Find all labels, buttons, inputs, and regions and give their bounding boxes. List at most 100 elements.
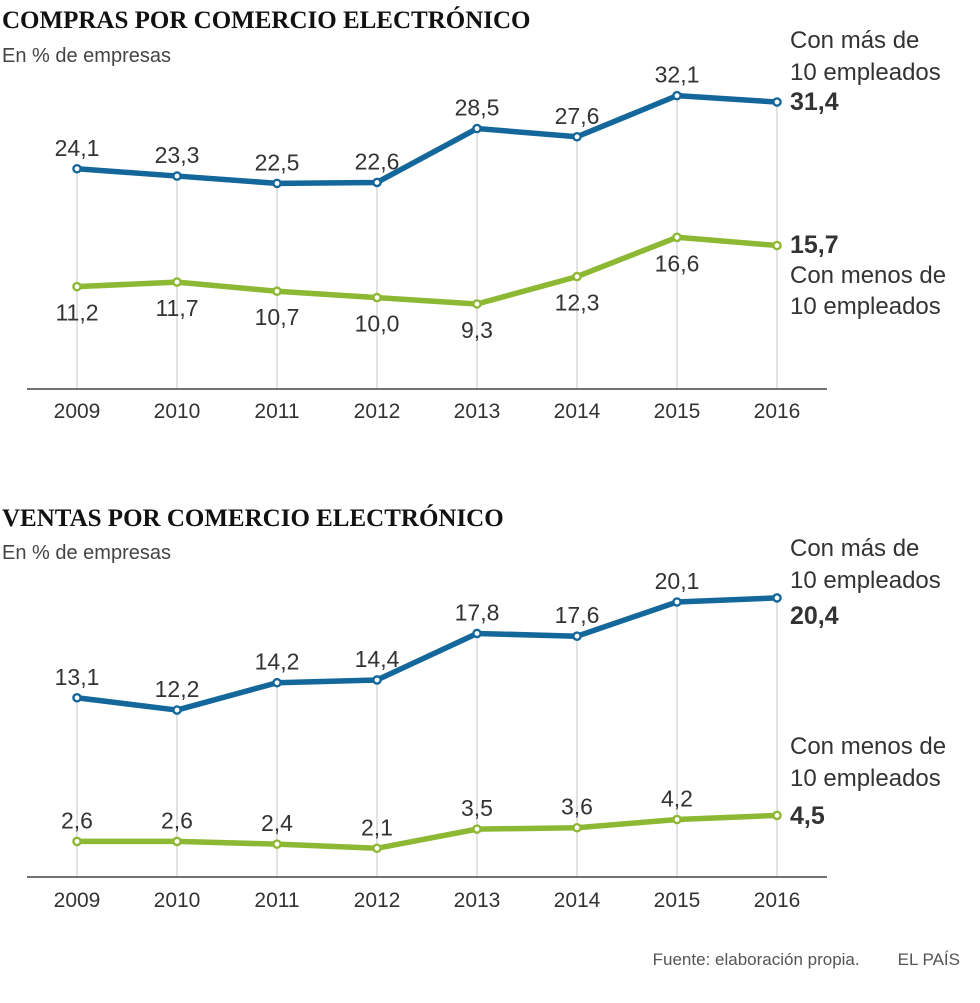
footer: Fuente: elaboración propia. EL PAÍS xyxy=(0,950,960,970)
data-point xyxy=(472,628,482,639)
data-point xyxy=(472,824,482,834)
data-label: 22,6 xyxy=(355,148,400,174)
chart-title: COMPRAS POR COMERCIO ELECTRÓNICO xyxy=(2,6,531,34)
chart-subtitle: En % de empresas xyxy=(2,45,171,67)
data-label: 2,6 xyxy=(61,807,93,833)
data-label: 13,1 xyxy=(55,664,100,690)
data-label: 14,4 xyxy=(355,646,400,672)
x-tick-label: 2015 xyxy=(654,889,701,912)
end-value-label: 15,7 xyxy=(790,231,839,259)
chart-ventas: VENTAS POR COMERCIO ELECTRÓNICO En % de e… xyxy=(2,504,946,912)
x-tick-label: 2010 xyxy=(154,400,201,423)
series-menos-de-10: 11,2 11,7 10,7 10,0 9,3 12,3 16,6 15,7 Con menos… xyxy=(55,231,946,343)
end-value-label: 31,4 xyxy=(790,88,839,116)
series-name-label: 10 empleados xyxy=(790,59,941,86)
data-point xyxy=(372,292,382,303)
data-label: 23,3 xyxy=(155,142,200,168)
data-label: 2,1 xyxy=(361,814,393,840)
x-tick-label: 2009 xyxy=(54,889,101,912)
data-point xyxy=(372,843,382,854)
data-point xyxy=(572,271,582,282)
series-name-label: Con más de xyxy=(790,535,919,562)
x-tick-label: 2010 xyxy=(154,889,201,912)
data-label: 11,7 xyxy=(155,295,198,321)
data-point xyxy=(572,131,582,142)
chart-subtitle: En % de empresas xyxy=(2,542,171,564)
x-tick-label: 2012 xyxy=(354,400,401,423)
x-tick-label: 2014 xyxy=(554,889,601,912)
data-point xyxy=(72,692,82,703)
data-label: 10,0 xyxy=(355,311,400,337)
series-mas-de-10: 24,1 23,3 22,5 22,6 28,5 27,6 32,1 31,4 Con más … xyxy=(55,27,941,189)
data-point xyxy=(172,171,182,181)
data-label: 3,5 xyxy=(461,795,493,821)
data-point xyxy=(672,232,682,243)
data-point xyxy=(672,814,682,825)
data-label: 12,2 xyxy=(155,676,200,702)
brand-logo: EL PAÍS xyxy=(897,950,960,969)
data-point xyxy=(72,836,82,847)
data-label: 32,1 xyxy=(655,62,700,88)
chart-compras: COMPRAS POR COMERCIO ELECTRÓNICO En % de … xyxy=(2,6,946,423)
data-point xyxy=(672,597,682,607)
data-point xyxy=(72,281,82,292)
data-label: 14,2 xyxy=(255,649,300,675)
data-label: 20,1 xyxy=(655,568,700,594)
x-tick-label: 2013 xyxy=(454,400,501,423)
data-point xyxy=(172,836,182,847)
data-label: 2,6 xyxy=(161,807,193,833)
data-label: 11,2 xyxy=(55,300,98,326)
series-name-label: 10 empleados xyxy=(790,567,941,594)
series-line xyxy=(74,812,780,852)
x-tick-label: 2009 xyxy=(54,400,101,423)
data-point xyxy=(272,839,282,849)
end-value-label: 20,4 xyxy=(790,602,839,630)
data-point xyxy=(472,123,482,134)
data-point xyxy=(772,97,782,107)
series-mas-de-10: 13,1 12,2 14,2 14,4 17,8 17,6 20,1 20,4 Con más … xyxy=(55,535,941,715)
series-name-label: Con menos de xyxy=(790,733,946,760)
series-line xyxy=(74,92,780,187)
chart-title: VENTAS POR COMERCIO ELECTRÓNICO xyxy=(2,504,504,532)
end-value-label: 4,5 xyxy=(790,802,825,830)
data-label: 2,4 xyxy=(261,810,293,836)
series-line xyxy=(74,234,780,307)
data-label: 3,6 xyxy=(561,794,593,820)
data-label: 9,3 xyxy=(461,317,493,343)
x-tick-label: 2016 xyxy=(754,400,801,423)
data-point xyxy=(272,286,282,297)
data-point xyxy=(272,178,282,189)
x-tick-label: 2014 xyxy=(554,400,601,423)
x-tick-label: 2016 xyxy=(754,889,801,912)
data-point xyxy=(172,277,182,287)
data-point xyxy=(272,677,282,688)
data-label: 24,1 xyxy=(55,135,100,161)
x-tick-label: 2015 xyxy=(654,400,701,423)
data-point xyxy=(772,810,782,821)
series-line xyxy=(74,595,780,713)
data-point xyxy=(372,177,382,188)
data-label: 28,5 xyxy=(455,95,500,121)
x-tick-label: 2012 xyxy=(354,889,401,912)
source-note: Fuente: elaboración propia. xyxy=(652,950,860,969)
data-point xyxy=(472,299,482,309)
data-label: 17,6 xyxy=(555,602,600,628)
data-label: 27,6 xyxy=(555,103,600,129)
x-tick-label: 2013 xyxy=(454,889,501,912)
data-point xyxy=(672,90,682,101)
x-tick-label: 2011 xyxy=(254,400,299,423)
data-point xyxy=(772,240,782,251)
data-label: 4,2 xyxy=(661,786,693,812)
data-label: 22,5 xyxy=(255,149,300,175)
data-point xyxy=(772,593,782,603)
data-point xyxy=(572,822,582,833)
series-menos-de-10: 2,6 2,6 2,4 2,1 3,5 3,6 4,2 4,5 Con menos de 10 e… xyxy=(61,733,946,854)
data-label: 16,6 xyxy=(655,250,700,276)
data-point xyxy=(172,705,182,715)
data-label: 12,3 xyxy=(555,290,600,316)
data-label: 10,7 xyxy=(255,304,300,330)
series-name-label: 10 empleados xyxy=(790,765,941,792)
data-point xyxy=(572,631,582,642)
x-tick-label: 2011 xyxy=(254,889,299,912)
